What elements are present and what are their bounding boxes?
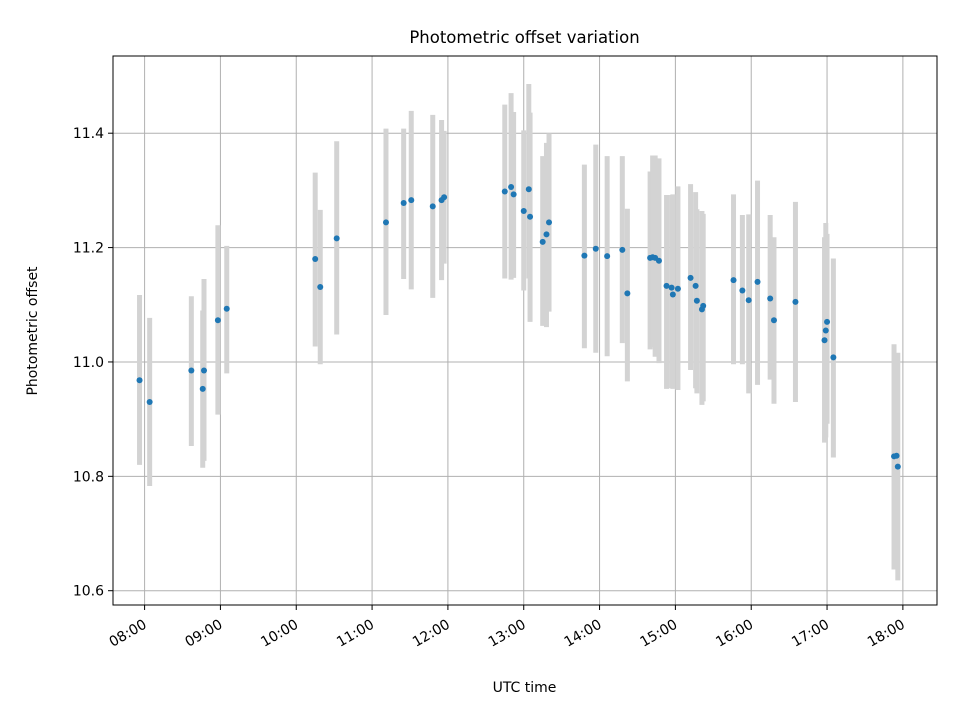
data-point (520, 207, 527, 214)
data-point (693, 297, 700, 304)
data-point (188, 367, 195, 374)
data-point (687, 274, 694, 281)
y-tick-label: 11.0 (73, 355, 104, 371)
data-point (400, 199, 407, 206)
data-point (592, 245, 599, 252)
data-point (754, 278, 761, 285)
data-point (767, 295, 774, 302)
data-point (223, 305, 230, 312)
data-point (539, 238, 546, 245)
y-axis-label: Photometric offset (25, 266, 41, 396)
y-axis-ticks: 10.6 10.8 11.0 11.2 11.4 (73, 126, 113, 600)
y-tick-label: 11.2 (73, 241, 104, 257)
data-point (429, 203, 436, 210)
y-tick-label: 11.4 (73, 126, 104, 142)
data-point (700, 302, 707, 309)
data-point (619, 246, 626, 253)
data-point (200, 367, 207, 374)
data-point (822, 327, 829, 334)
data-point (333, 235, 340, 242)
data-point (317, 284, 324, 291)
data-point (525, 186, 532, 193)
data-point (214, 317, 221, 324)
y-tick-label: 10.6 (73, 584, 104, 600)
data-point (408, 197, 415, 204)
data-point (668, 284, 675, 291)
data-point (894, 463, 901, 470)
data-point (655, 257, 662, 264)
data-point (739, 287, 746, 294)
data-point (510, 191, 517, 198)
data-point (136, 377, 143, 384)
data-point (441, 194, 448, 201)
data-point (692, 282, 699, 289)
x-axis-label: UTC time (493, 680, 557, 696)
data-point (199, 385, 206, 392)
data-point (527, 213, 534, 220)
data-point (543, 231, 550, 238)
data-point (770, 317, 777, 324)
data-points (136, 183, 901, 470)
data-point (792, 298, 799, 305)
data-point (821, 337, 828, 344)
data-point (669, 291, 676, 298)
data-point (893, 452, 900, 459)
data-point (824, 318, 831, 325)
data-point (674, 285, 681, 292)
data-point (730, 277, 737, 284)
data-point (663, 282, 670, 289)
chart-title: Photometric offset variation (409, 28, 639, 47)
y-tick-label: 10.8 (73, 469, 104, 485)
data-point (312, 256, 319, 263)
data-point (146, 398, 153, 405)
data-point (382, 219, 389, 226)
plot-area-frame (112, 55, 938, 606)
data-point (830, 354, 837, 361)
data-point (745, 297, 752, 304)
data-point (501, 188, 508, 195)
data-point (508, 183, 515, 190)
data-point (604, 253, 611, 260)
data-point (581, 252, 588, 259)
data-point (624, 290, 631, 297)
data-point (546, 219, 553, 226)
